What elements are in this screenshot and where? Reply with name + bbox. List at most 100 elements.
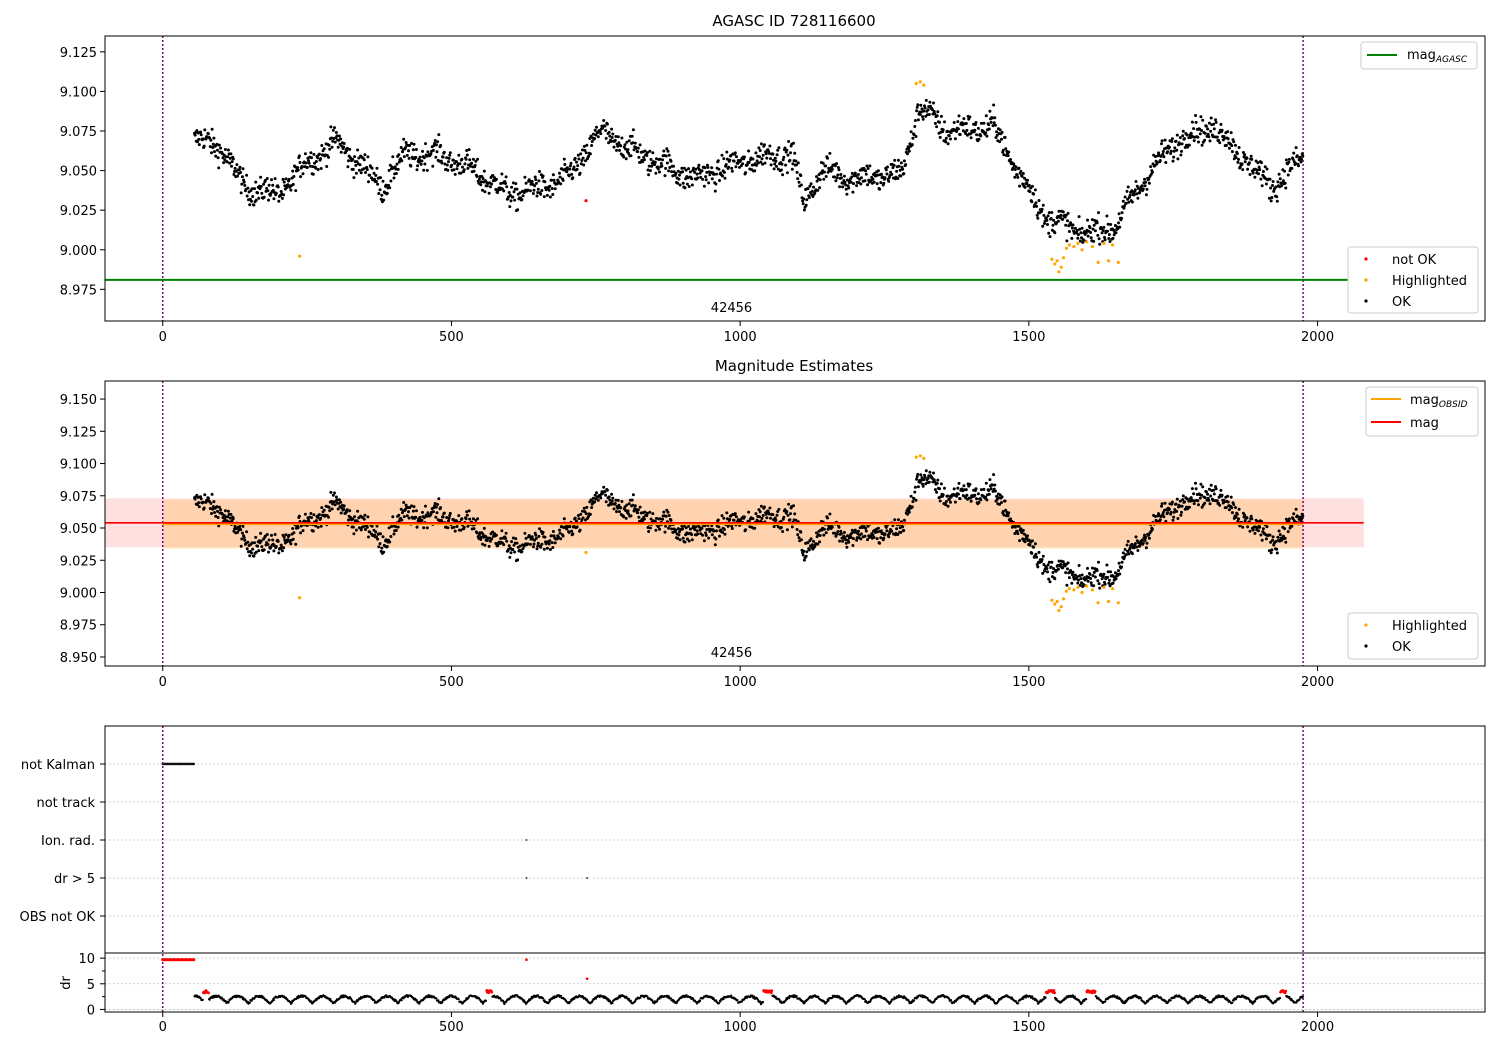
ok-point-2-1784 — [1274, 539, 1278, 543]
ok-point-2-35 — [214, 514, 218, 518]
ok-point-2-1161 — [896, 518, 900, 522]
ok-point-332 — [394, 167, 398, 171]
ok-point-16 — [202, 144, 206, 148]
ok-point-2-1625 — [1178, 504, 1182, 508]
ok-point-2-1482 — [1091, 574, 1095, 578]
ok-point-2-1598 — [1161, 511, 1165, 514]
ok-point-2-637 — [579, 512, 583, 516]
ok-point-1217 — [930, 108, 934, 112]
ok-point-968 — [779, 168, 783, 172]
ok-point-420 — [447, 156, 451, 160]
ok-point-2-1641 — [1187, 505, 1191, 509]
ok-point-2-324 — [389, 535, 393, 538]
dr-point — [740, 1000, 744, 1003]
ok-point-2-234 — [334, 495, 338, 499]
ok-point-2-282 — [364, 528, 367, 531]
ok-point-2-398 — [434, 515, 438, 519]
ok-point-1133 — [879, 172, 883, 176]
ok-point-2-1478 — [1089, 577, 1093, 580]
ok-point-222 — [327, 143, 331, 147]
ok-point-2-299 — [374, 530, 378, 534]
ok-point-273 — [358, 163, 362, 167]
ok-point-1615 — [1172, 155, 1176, 159]
ok-point-109 — [259, 175, 263, 179]
ok-point-334 — [395, 162, 399, 166]
ok-point-1316 — [990, 116, 994, 120]
ok-point-408 — [440, 161, 444, 165]
ok-point-196 — [311, 172, 315, 176]
ok-point-1625 — [1178, 142, 1182, 146]
ok-point-2-1585 — [1153, 515, 1157, 518]
ok-point-2-32 — [212, 500, 216, 504]
ok-point-2-1021 — [812, 539, 815, 543]
ok-point-2-1540 — [1126, 539, 1130, 543]
ok-point-1358 — [1016, 175, 1020, 179]
ok-point-633 — [576, 153, 580, 157]
ok-point-1079 — [847, 186, 851, 190]
dr-point — [400, 999, 403, 1002]
ok-point-1479 — [1089, 236, 1093, 240]
ok-point-38 — [216, 148, 219, 152]
ok-point-519 — [507, 191, 511, 194]
ok-point-1810 — [1290, 166, 1294, 170]
ok-point-2-1221 — [933, 480, 937, 484]
mag-agasc-legend-label: magAGASC — [1407, 48, 1468, 65]
ok-point-1173 — [904, 163, 908, 167]
ok-point-1621 — [1175, 133, 1179, 137]
ok-point-2-1189 — [913, 485, 917, 489]
ok-point-2-783 — [667, 514, 671, 517]
ok-point-1525 — [1117, 212, 1121, 216]
ok-point-2-1132 — [879, 536, 883, 540]
ok-point-2-261 — [351, 517, 355, 521]
ok-point-218 — [325, 165, 329, 168]
ok-point-2-33 — [213, 511, 216, 514]
ok-point-1491 — [1097, 211, 1100, 215]
ok-point-2-1755 — [1257, 529, 1260, 533]
ok-point-641 — [581, 156, 585, 160]
ok-point-2-203 — [316, 516, 320, 519]
ok-point-2-804 — [680, 524, 684, 528]
ok-point-2-1801 — [1284, 517, 1288, 521]
ok-point-1574 — [1147, 177, 1151, 181]
ok-point-1004 — [801, 202, 805, 206]
ok-point-2-1417 — [1052, 567, 1056, 571]
ok-point-2-1311 — [987, 492, 991, 496]
ok-point-2-1170 — [902, 529, 906, 532]
ok-point-2-146 — [281, 533, 285, 537]
ok-point-401 — [436, 140, 440, 144]
ok-point-1563 — [1140, 184, 1144, 188]
ok-point-2-1749 — [1253, 531, 1257, 535]
ok-point-1099 — [859, 182, 863, 186]
ok-point-784 — [668, 166, 672, 169]
flag-point-2-0 — [525, 839, 528, 841]
ok-point-2-1676 — [1209, 494, 1213, 498]
ok-point-1462 — [1079, 231, 1083, 235]
ok-point-367 — [415, 168, 419, 172]
ok-point-1178 — [907, 147, 911, 150]
ok-point-345 — [402, 137, 406, 141]
ok-point-2-1058 — [834, 534, 838, 538]
ok-point-2-430 — [453, 529, 457, 533]
ok-point-1825 — [1299, 160, 1303, 164]
ok-point-235 — [335, 134, 339, 138]
dr-point — [718, 1002, 721, 1005]
ok-point-2-1373 — [1025, 536, 1029, 540]
ok-point-544 — [522, 191, 526, 194]
ok-point-679 — [604, 136, 608, 140]
ok-point-2-311 — [381, 535, 385, 539]
ok-point-573 — [540, 189, 544, 192]
ok-point-2-1666 — [1203, 501, 1207, 505]
ok-point-424 — [450, 163, 454, 167]
dr-point — [502, 999, 505, 1003]
ok-point-972 — [782, 155, 786, 159]
dr-point — [317, 997, 321, 1000]
ok-point-269 — [356, 148, 360, 152]
ok-point-1057 — [833, 164, 837, 168]
ok-point-2-1723 — [1237, 507, 1241, 511]
highlighted-point-0 — [298, 254, 302, 258]
ok-point-1255 — [953, 137, 957, 141]
ok-point-2-1456 — [1075, 575, 1079, 579]
ok-point-1714 — [1232, 140, 1236, 144]
ok-point-909 — [744, 171, 748, 175]
